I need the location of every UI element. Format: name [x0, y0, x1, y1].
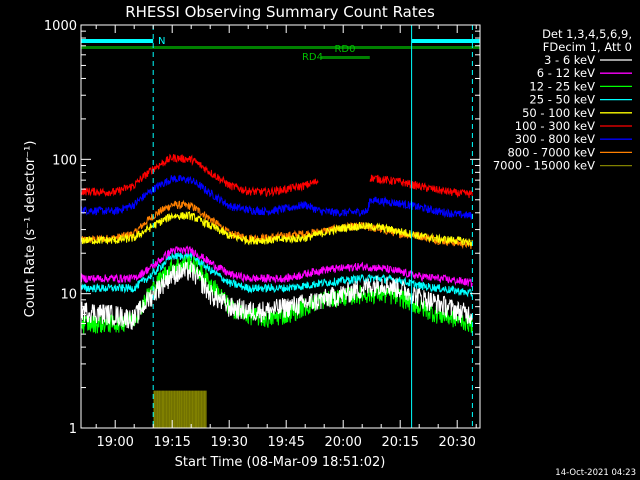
legend-label-3-6-kev: 3 - 6 keV: [544, 53, 595, 67]
axes: 1 10 100 1000 19:00 19:15 19:30 19:45 20:00 20:15…: [44, 19, 481, 450]
series-3-6-kev: [80, 260, 473, 330]
night-bar-1: [81, 39, 154, 43]
series-7000-15000-kev: [153, 390, 207, 428]
y-tick-label: 1: [69, 422, 77, 437]
legend-label-25-50-kev: 25 - 50 keV: [529, 93, 595, 107]
legend-header-line-1: Det 1,3,4,5,6,9,: [542, 27, 632, 41]
series-6-12-kev: [80, 245, 473, 288]
legend-label-6-12-kev: 6 - 12 keV: [537, 66, 595, 80]
generation-timestamp: 14-Oct-2021 04:23: [555, 468, 636, 478]
series-300-800-kev: [80, 174, 473, 220]
x-tick-label: 20:15: [381, 435, 418, 450]
rd0-bar: [81, 46, 480, 49]
x-tick-label: 20:30: [438, 435, 475, 450]
legend-label-50-100-kev: 50 - 100 keV: [522, 106, 595, 120]
x-tick-label: 20:00: [324, 435, 361, 450]
series-50-100-kev: [80, 210, 473, 247]
rd4-label: RD4: [302, 52, 323, 63]
y-tick-label: 10: [60, 288, 77, 303]
legend-label-100-300-kev: 100 - 300 keV: [515, 119, 595, 133]
series-25-50-kev: [80, 251, 473, 298]
x-tick-label: 19:30: [210, 435, 247, 450]
legend-label-300-800-kev: 300 - 800 keV: [515, 132, 595, 146]
rd4-bar: [320, 56, 370, 59]
y-tick-label: 100: [52, 153, 77, 168]
night-bar-2: [411, 39, 480, 43]
plot-frame: [80, 24, 481, 429]
rd0-label: RD0: [334, 44, 355, 55]
chart-title: RHESSI Observing Summary Count Rates: [125, 3, 435, 21]
x-axis-label: Start Time (08-Mar-09 18:51:02): [175, 455, 386, 470]
night-label: N: [158, 36, 165, 47]
legend-label-12-25-kev: 12 - 25 keV: [529, 79, 595, 93]
legend-label-800-7000-kev: 800 - 7000 keV: [507, 145, 595, 159]
y-axis-label: Count Rate (s⁻¹ detector⁻¹): [23, 141, 38, 318]
x-tick-label: 19:15: [153, 435, 190, 450]
x-tick-label: 19:00: [96, 435, 133, 450]
legend-header-line-2: FDecim 1, Att 0: [543, 40, 632, 54]
x-tick-label: 19:45: [267, 435, 304, 450]
legend-label-7000-15000-kev: 7000 - 15000 keV: [493, 159, 595, 173]
y-tick-label: 1000: [44, 19, 77, 34]
series-100-300-kev: [80, 153, 473, 199]
plot-area: N RD0 RD4: [80, 25, 480, 428]
legend: Det 1,3,4,5,6,9, FDecim 1, Att 0 3 - 6 k…: [493, 27, 632, 173]
